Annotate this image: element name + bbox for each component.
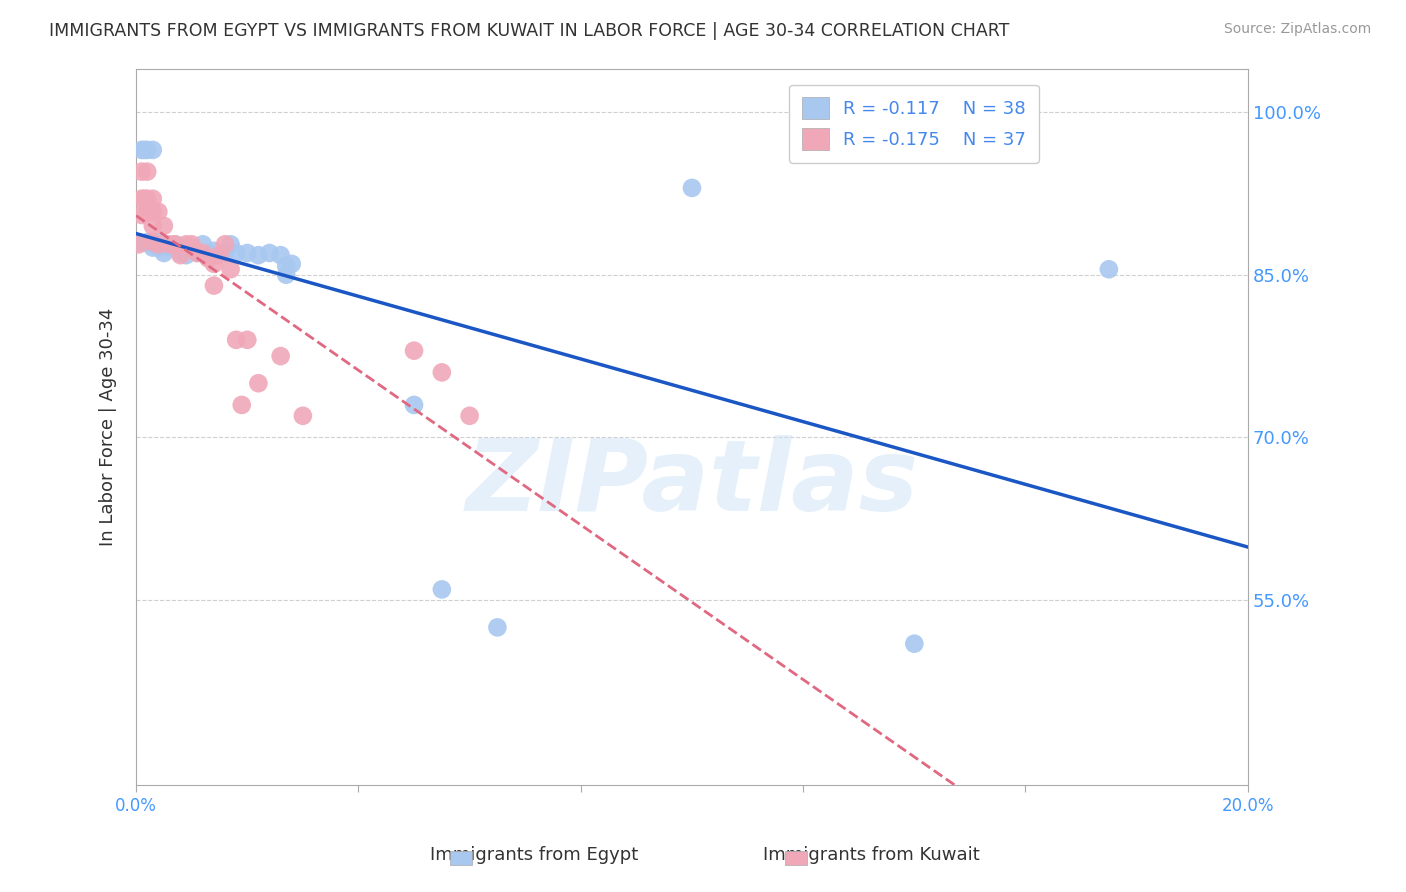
Point [153,246,176,260]
Point [139,235,162,249]
Point [136,143,159,157]
Point [270,248,292,262]
Point [131,143,153,157]
Point [180,241,202,255]
Point [202,257,225,271]
Text: Source: ZipAtlas.com: Source: ZipAtlas.com [1223,22,1371,37]
Point [128,235,150,249]
Point [142,143,165,157]
Point [142,235,165,249]
Point [142,204,165,219]
Point [231,398,253,412]
Point [136,192,159,206]
Point [169,246,191,260]
Point [430,365,453,379]
Point [134,143,156,157]
Point [402,343,425,358]
Point [148,235,170,249]
Text: ZIPatlas: ZIPatlas [465,435,918,533]
Point [136,204,159,219]
Point [169,248,191,262]
Point [159,241,181,255]
Point [1098,262,1121,277]
Point [247,248,270,262]
Point [191,246,214,260]
Legend: R = -0.117    N = 38, R = -0.175    N = 37: R = -0.117 N = 38, R = -0.175 N = 37 [789,85,1039,163]
Point [291,409,314,423]
Point [142,192,165,206]
Point [191,237,214,252]
Point [134,192,156,206]
Y-axis label: In Labor Force | Age 30-34: In Labor Force | Age 30-34 [100,308,117,546]
Point [276,259,298,273]
Point [236,246,259,260]
Point [197,252,219,266]
Point [131,164,153,178]
Point [159,237,181,252]
Point [219,237,242,252]
Point [131,192,153,206]
Point [142,219,165,233]
Point [486,620,509,634]
Point [270,349,292,363]
Point [153,219,176,233]
Point [186,246,208,260]
Point [163,237,186,252]
Point [197,246,219,260]
Point [128,237,150,252]
Point [214,246,236,260]
Point [236,333,259,347]
Point [281,257,304,271]
Point [180,237,202,252]
Point [136,235,159,249]
Point [259,246,281,260]
Point [163,237,186,252]
Point [148,241,170,255]
Point [225,246,247,260]
Point [148,237,170,252]
Point [136,164,159,178]
Point [225,333,247,347]
Point [174,237,197,252]
Point [214,237,236,252]
Point [202,278,225,293]
Point [681,181,703,195]
Point [131,208,153,222]
Point [402,398,425,412]
Point [219,262,242,277]
Point [247,376,270,391]
Point [169,241,191,255]
Text: Immigrants from Egypt: Immigrants from Egypt [430,846,638,863]
Point [186,246,208,260]
Point [202,244,225,258]
Text: Immigrants from Kuwait: Immigrants from Kuwait [763,846,980,863]
Point [142,235,165,249]
Point [148,204,170,219]
Point [458,409,481,423]
Point [142,241,165,255]
Text: IMMIGRANTS FROM EGYPT VS IMMIGRANTS FROM KUWAIT IN LABOR FORCE | AGE 30-34 CORRE: IMMIGRANTS FROM EGYPT VS IMMIGRANTS FROM… [49,22,1010,40]
Point [430,582,453,597]
Point [174,248,197,262]
Point [903,637,925,651]
Point [208,248,231,262]
Point [276,268,298,282]
